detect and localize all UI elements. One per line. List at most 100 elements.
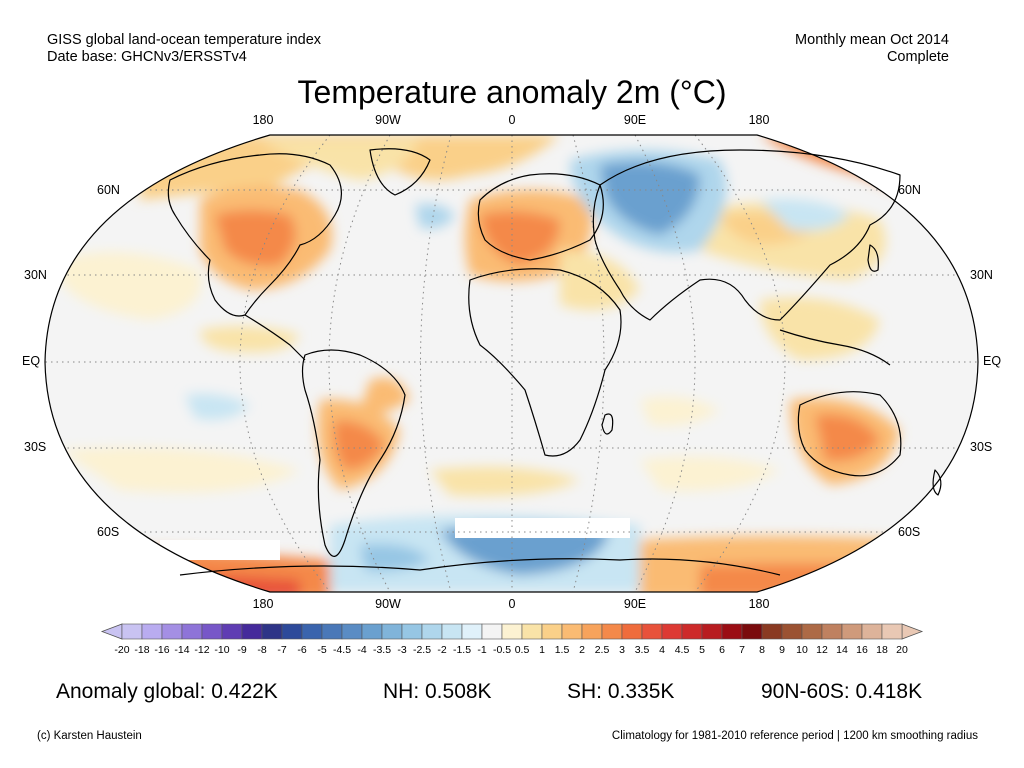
colorbar-swatch [201,623,223,640]
colorbar-tick-label: 0.5 [515,644,530,656]
lat-label-left-30n: 30N [24,268,47,282]
colorbar-swatch [161,623,183,640]
colorbar-swatch [401,623,423,640]
colorbar-swatch [701,623,723,640]
asia-outline [592,149,901,321]
colorbar-swatch [581,623,603,640]
colorbar-min-arrow [100,623,123,640]
anomaly-global: Anomaly global: 0.422K [56,680,278,703]
colorbar-tick-label: 9 [779,644,785,656]
colorbar-swatch [181,623,203,640]
lon-label-bottom-90e: 90E [623,597,647,611]
greenland-outline [369,148,431,196]
colorbar-tick-label: 3 [619,644,625,656]
colorbar-tick-label: -3 [397,644,406,656]
colorbar-tick-label: -6 [297,644,306,656]
colorbar-tick-label: 1 [539,644,545,656]
database-label: Date base: GHCNv3/ERSSTv4 [47,49,247,65]
lon-label-bottom-0: 0 [508,597,516,611]
colorbar-tick-label: -10 [214,644,229,656]
colorbar-tick-label: 2.5 [595,644,610,656]
colorbar-tick-label: -7 [277,644,286,656]
lat-label-left-eq: EQ [22,354,41,368]
colorbar-swatch [601,623,623,640]
colorbar-swatch [821,623,843,640]
lon-label-top-0: 0 [508,113,516,127]
colorbar-swatch [741,623,763,640]
colorbar-tick-label: 4.5 [675,644,690,656]
colorbar-swatch [421,623,443,640]
new-zealand-outline [932,469,942,496]
map-title: Temperature anomaly 2m (°C) [297,74,727,110]
graticule [45,135,978,592]
colorbar-swatch [661,623,683,640]
colorbar-swatch [521,623,543,640]
colorbar: -20 -18 -16 -14 -12 -10 -9 -8 -7 -6 -5 -4.5 -4 -3.5 -3… [100,623,924,656]
coastlines [167,148,942,576]
colorbar-swatch [721,623,743,640]
copyright: (c) Karsten Haustein [37,730,142,742]
colorbar-swatch [341,623,363,640]
map-frame [44,134,979,593]
antarctica-outline [179,558,781,576]
colorbar-swatch [281,623,303,640]
colorbar-tick-label: -14 [174,644,189,656]
colorbar-tick-label: 7 [739,644,745,656]
colorbar-tick-label: -4 [357,644,366,656]
africa-outline [468,268,622,457]
lat-label-left-60n: 60N [97,183,120,197]
colorbar-tick-label: 8 [759,644,765,656]
colorbar-tick-label: -18 [134,644,149,656]
lat-label-right-eq: EQ [983,354,1002,368]
lon-label-bottom-180e: 180 [748,597,770,611]
colorbar-tick-label: 18 [876,644,888,656]
colorbar-tick-label: -20 [114,644,129,656]
lon-label-top-90e: 90E [623,113,647,127]
colorbar-tick-label: 20 [896,644,908,656]
colorbar-tick-label: -3.5 [373,644,391,656]
lon-label-bottom-180w: 180 [252,597,274,611]
colorbar-tick-label: 16 [856,644,868,656]
colorbar-tick-label: 3.5 [635,644,650,656]
lon-label-bottom-90w: 90W [375,597,401,611]
colorbar-tick-label: 6 [719,644,725,656]
colorbar-swatch [641,623,663,640]
colorbar-swatch [121,623,143,640]
colorbar-tick-label: 1.5 [555,644,570,656]
japan-outline [867,244,879,272]
lat-label-right-30s: 30S [970,440,993,454]
colorbar-tick-label: 2 [579,644,585,656]
south-america-outline [301,349,406,557]
lat-label-left-60s: 60S [97,525,120,539]
colorbar-swatch [461,623,483,640]
status-label: Complete [886,49,949,65]
colorbar-tick-label: 12 [816,644,828,656]
colorbar-swatch [261,623,283,640]
colorbar-tick-label: -16 [154,644,169,656]
lat-label-right-30n: 30N [970,268,993,282]
colorbar-swatch [621,623,643,640]
colorbar-swatch [841,623,863,640]
colorbar-swatch [681,623,703,640]
lon-label-top-90w: 90W [375,113,401,127]
madagascar-outline [601,413,614,435]
anomaly-sh: SH: 0.335K [567,680,675,703]
colorbar-tick-label: 14 [836,644,848,656]
colorbar-tick-label: -2.5 [413,644,431,656]
colorbar-swatch [141,623,163,640]
colorbar-tick-label: 4 [659,644,665,656]
colorbar-tick-label: 10 [796,644,808,656]
australia-outline [797,391,902,477]
lat-label-right-60n: 60N [898,183,921,197]
colorbar-tick-label: -4.5 [333,644,351,656]
lat-label-left-30s: 30S [24,440,47,454]
lon-label-top-180e: 180 [748,113,770,127]
anomaly-nh: NH: 0.508K [383,680,492,703]
colorbar-swatch [441,623,463,640]
colorbar-tick-label: -5 [317,644,326,656]
colorbar-tick-label: -1 [477,644,486,656]
colorbar-swatch [361,623,383,640]
dataset-title: GISS global land-ocean temperature index [47,32,322,48]
colorbar-swatch [301,623,323,640]
colorbar-swatch [221,623,243,640]
